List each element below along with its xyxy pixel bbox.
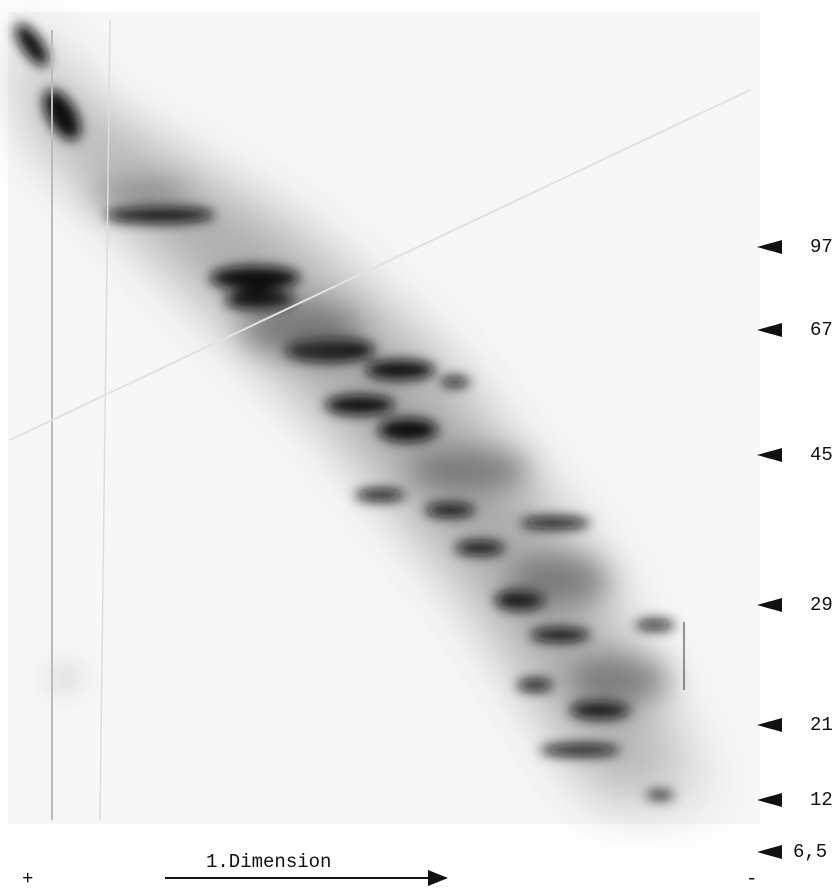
marker-label: 6,5	[793, 841, 827, 863]
axis-left-end: +	[22, 868, 33, 888]
marker-arrow	[757, 240, 782, 254]
axis-label: 1.Dimension	[206, 851, 331, 873]
marker-arrow	[757, 845, 782, 859]
marker-arrow	[757, 718, 782, 732]
marker-arrow	[757, 448, 782, 462]
marker-arrow	[757, 793, 782, 807]
marker-label: 29	[810, 594, 833, 616]
marker-label: 45	[810, 444, 833, 466]
marker-label: 97	[810, 236, 833, 258]
marker-label: 21	[810, 714, 833, 736]
marker-label: 67	[810, 319, 833, 341]
gel-image	[8, 12, 760, 824]
marker-arrow	[757, 598, 782, 612]
first-dimension-axis: + 1.Dimension -	[22, 851, 757, 888]
gel-figure: 97 67 45 29 21 12 6,5 + 1.Dimension -	[0, 0, 840, 888]
axis-right-end: -	[746, 868, 757, 888]
marker-label: 12	[810, 789, 833, 811]
marker-arrow	[757, 323, 782, 337]
molecular-weight-markers: 97 67 45 29 21 12 6,5	[757, 236, 833, 863]
